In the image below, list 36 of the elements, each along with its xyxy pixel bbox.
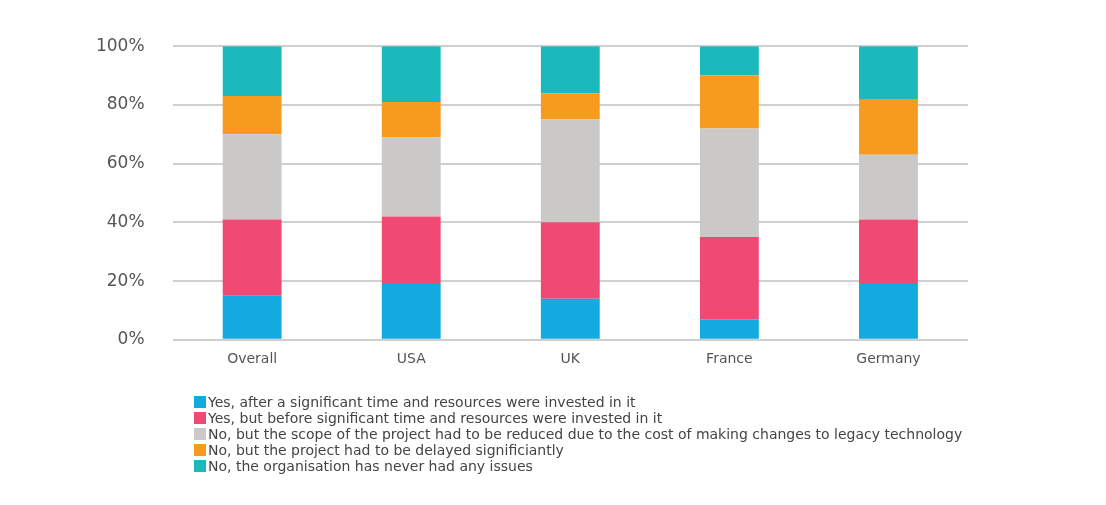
x-tick-label: Overall: [227, 349, 278, 366]
legend-label: No, the organisation has never had any issues: [208, 458, 533, 474]
y-tick-label: 60%: [106, 152, 145, 173]
bar: [859, 284, 918, 339]
legend-label: Yes, but before significant time and resources were invested in it: [208, 410, 663, 426]
bar: [540, 46, 600, 94]
bar: [859, 219, 918, 285]
x-tick-label: Germany: [856, 349, 921, 366]
y-tick-label: 80%: [106, 93, 145, 114]
bar: [381, 284, 441, 339]
y-tick-label: 0%: [117, 328, 145, 349]
y-tick-label: 40%: [106, 210, 145, 231]
bar: [222, 219, 282, 296]
x-tick-label: France: [706, 349, 753, 366]
y-tick-label: 100%: [95, 34, 145, 55]
legend-label: Yes, after a significant time and resources were invested in it: [208, 394, 636, 410]
bar: [699, 319, 759, 339]
bar: [381, 46, 441, 102]
bar: [859, 99, 918, 155]
legend-label: No, but the scope of the project had to be reduced due to the cost of making changes to legacy technology: [208, 426, 963, 442]
legend-label: No, but the project had to be delayed significiantly: [208, 442, 564, 458]
bar: [699, 46, 759, 76]
bar: [222, 295, 282, 339]
bar: [222, 96, 282, 135]
bar: [381, 216, 441, 285]
y-tick-label: 20%: [106, 269, 145, 290]
bar: [699, 237, 759, 320]
bar: [859, 46, 918, 100]
bar: [540, 222, 600, 299]
bar: [222, 46, 282, 97]
bar: [540, 298, 600, 339]
bar: [540, 93, 600, 120]
bar: [699, 75, 759, 129]
bar: [381, 101, 441, 138]
x-tick-label: USA: [396, 349, 427, 366]
x-tick-label: UK: [560, 349, 581, 366]
